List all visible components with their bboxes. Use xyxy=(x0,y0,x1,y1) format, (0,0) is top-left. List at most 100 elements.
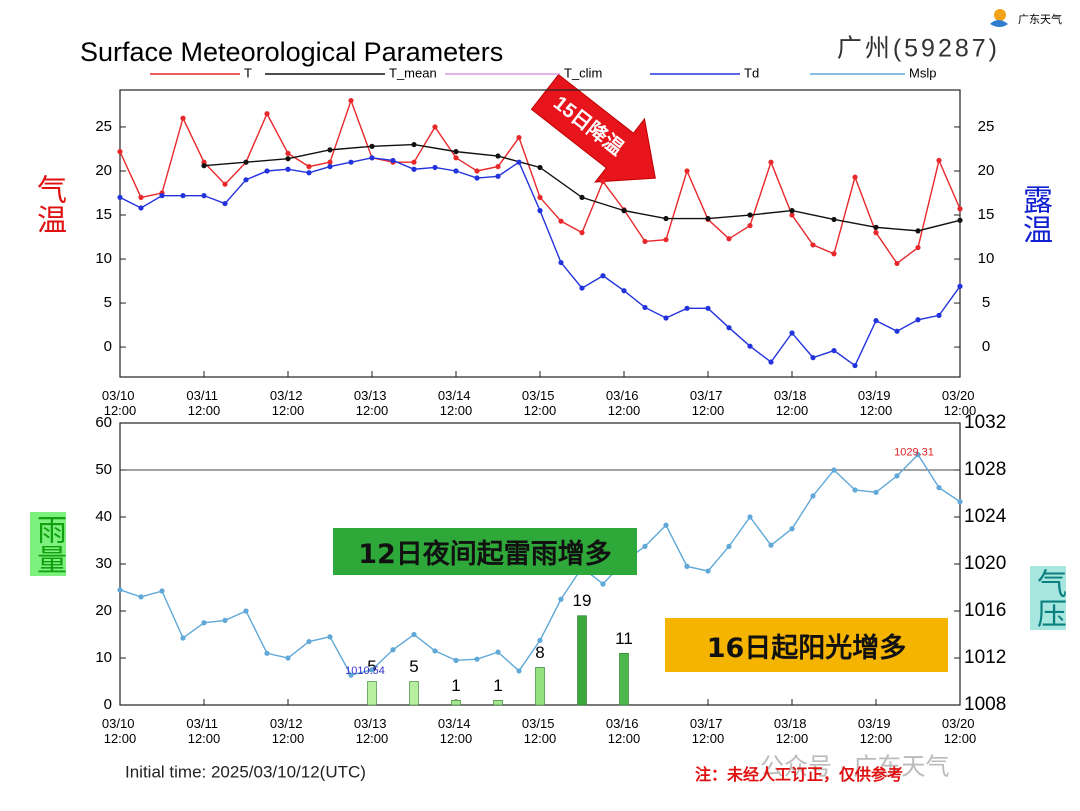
bar xyxy=(451,699,461,706)
point xyxy=(600,178,606,185)
point xyxy=(705,215,711,222)
bar-label: 5 xyxy=(367,657,376,676)
point xyxy=(411,141,417,148)
y2-tick-label: 1028 xyxy=(964,459,1006,480)
point xyxy=(285,150,291,156)
bar-label: 1 xyxy=(493,676,502,695)
point xyxy=(789,526,795,532)
x-tick-label-line: 03/16 xyxy=(606,388,642,403)
x-tick-label-line: 03/11 xyxy=(186,716,221,731)
x-tick-label: 03/12 12:00 xyxy=(270,716,306,746)
point xyxy=(579,285,585,291)
x-tick-label-line: 03/18 xyxy=(774,388,810,403)
point xyxy=(726,543,732,549)
series-line xyxy=(119,157,961,367)
max-label: 1029.31 xyxy=(894,447,934,459)
x-tick-label-line: 12:00 xyxy=(524,731,557,746)
x-tick-label: 03/15 12:00 xyxy=(522,388,558,418)
x-tick-label-line: 03/15 xyxy=(522,388,558,403)
point xyxy=(558,259,564,266)
point xyxy=(264,650,270,656)
point xyxy=(915,244,921,251)
x-tick-label-line: 12:00 xyxy=(860,731,893,746)
legend-label: Td xyxy=(744,65,759,80)
x-tick-label-line: 12:00 xyxy=(608,403,641,418)
point xyxy=(831,251,837,257)
point xyxy=(138,205,144,211)
y-tick-label: 0 xyxy=(104,338,112,355)
point xyxy=(726,325,732,331)
point xyxy=(747,212,753,218)
y2-axis-label: 露温 xyxy=(1017,184,1052,244)
series-line xyxy=(203,143,961,232)
point xyxy=(369,143,375,149)
x-tick-label-line: 03/10 xyxy=(102,388,138,403)
point xyxy=(600,581,606,587)
y-tick-label: 20 xyxy=(95,162,112,179)
y2-tick-label: 1020 xyxy=(964,553,1006,574)
point xyxy=(348,159,354,165)
point xyxy=(810,242,816,248)
x-tick-label-line: 03/13 xyxy=(354,716,390,731)
x-tick-label-line: 12:00 xyxy=(272,731,305,746)
point xyxy=(957,499,963,505)
point xyxy=(390,157,396,164)
note: 注：未经人工订正，仅供参考 xyxy=(695,765,903,784)
x-tick-label: 03/11 12:00 xyxy=(186,716,221,746)
point xyxy=(348,97,354,104)
point xyxy=(600,273,606,279)
point xyxy=(936,157,942,164)
point xyxy=(747,514,753,520)
logo-text: 广东天气 xyxy=(1018,12,1062,26)
x-tick-label-line: 03/17 xyxy=(690,716,726,731)
point xyxy=(306,163,312,170)
point xyxy=(768,159,774,165)
point xyxy=(180,193,186,199)
point xyxy=(558,596,564,602)
x-tick-label: 03/10 12:00 xyxy=(102,388,138,418)
point xyxy=(789,212,795,218)
callout-box: 16日起阳光增多 xyxy=(665,618,948,672)
point xyxy=(432,124,438,130)
x-tick-label-line: 12:00 xyxy=(188,403,221,418)
point xyxy=(117,587,123,593)
point xyxy=(726,236,732,242)
point xyxy=(684,305,690,311)
y-tick-label: 40 xyxy=(95,508,112,525)
y2-tick-label: 0 xyxy=(982,338,990,355)
point xyxy=(495,153,501,159)
y-tick-label: 10 xyxy=(95,649,112,666)
point xyxy=(411,159,417,165)
x-tick-label-line: 03/14 xyxy=(438,716,474,731)
legend-label: T_clim xyxy=(564,65,602,80)
legend-label: Mslp xyxy=(909,65,936,80)
point xyxy=(768,359,774,365)
y2-tick-label: 1016 xyxy=(964,600,1006,621)
point xyxy=(516,134,522,141)
legend-label: T_mean xyxy=(389,65,437,80)
point xyxy=(411,631,417,638)
point xyxy=(663,522,669,528)
point xyxy=(642,238,648,245)
point xyxy=(453,657,459,663)
x-tick-label-line: 03/19 xyxy=(858,716,894,731)
min-label: 1010.54 xyxy=(345,665,385,677)
x-tick-label-line: 12:00 xyxy=(188,731,221,746)
point xyxy=(159,588,165,594)
point xyxy=(810,493,816,499)
bar-label: 8 xyxy=(535,643,544,662)
callout-box: 12日夜间起雷雨增多 xyxy=(333,528,637,575)
initial-time: Initial time: 2025/03/10/12(UTC) xyxy=(125,762,366,781)
point xyxy=(915,452,921,458)
x-tick-label-line: 12:00 xyxy=(776,731,809,746)
point xyxy=(138,594,144,600)
point xyxy=(306,170,312,176)
point xyxy=(180,115,186,121)
point xyxy=(831,347,837,354)
point xyxy=(810,355,816,361)
x-tick-label: 03/11 12:00 xyxy=(186,388,221,418)
point xyxy=(474,168,480,174)
point xyxy=(222,181,228,187)
logo-icon xyxy=(990,9,1008,27)
point xyxy=(432,648,438,654)
